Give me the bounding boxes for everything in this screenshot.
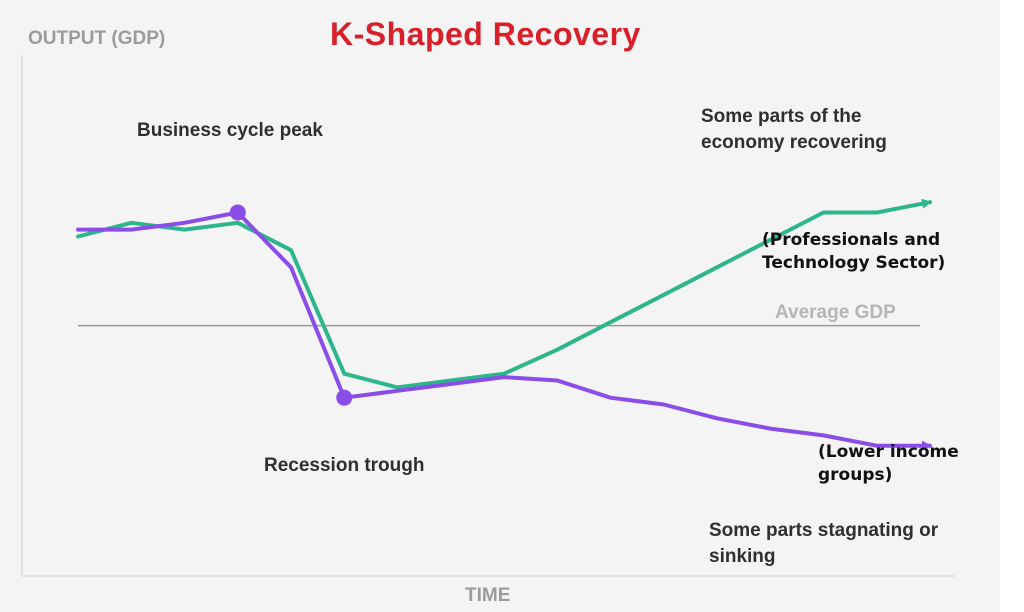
recession-trough-dot <box>336 389 353 406</box>
series-line-recovering <box>76 198 932 390</box>
legend-label-recovering: Some parts of the economy recovering <box>701 106 887 153</box>
y-axis-label: OUTPUT (GDP) <box>28 28 166 49</box>
chart-background <box>0 0 1000 612</box>
recession-trough-label: Recession trough <box>264 455 425 476</box>
series-line-sinking <box>76 210 932 451</box>
legend-label-sinking: Some parts stagnating or sinking <box>709 520 939 567</box>
x-axis-label: TIME <box>465 585 511 606</box>
business-cycle-peak-dot <box>229 204 246 221</box>
chart-title: K-Shaped Recovery <box>330 16 641 52</box>
note-professionals-technology: (Professionals and Technology Sector) <box>762 230 946 273</box>
note-lower-income: (Lower income groups) <box>818 442 959 485</box>
average-gdp-label: Average GDP <box>775 302 896 323</box>
business-cycle-peak-label: Business cycle peak <box>137 120 323 141</box>
